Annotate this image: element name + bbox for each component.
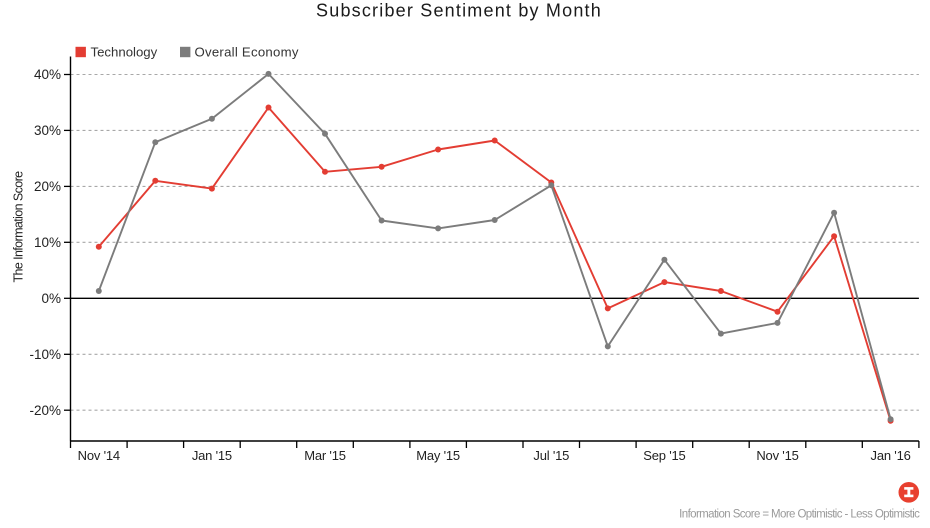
svg-text:30%: 30% [34, 123, 61, 138]
svg-text:The Information Score: The Information Score [12, 171, 26, 283]
svg-text:May '15: May '15 [416, 448, 460, 463]
svg-text:Jan '15: Jan '15 [192, 448, 232, 463]
svg-text:Technology: Technology [91, 44, 158, 59]
svg-text:0%: 0% [41, 291, 61, 306]
svg-text:Information Score = More Optim: Information Score = More Optimistic - Le… [679, 509, 920, 521]
svg-text:Nov '14: Nov '14 [78, 448, 120, 463]
svg-text:40%: 40% [34, 67, 61, 82]
svg-text:Nov '15: Nov '15 [756, 448, 798, 463]
svg-text:Jul '15: Jul '15 [533, 448, 569, 463]
svg-text:-20%: -20% [29, 403, 61, 418]
svg-text:Overall Economy: Overall Economy [195, 44, 299, 59]
svg-text:10%: 10% [34, 235, 61, 250]
svg-text:20%: 20% [34, 179, 61, 194]
svg-text:Subscriber Sentiment by Month: Subscriber Sentiment by Month [316, 1, 602, 21]
svg-text:Sep '15: Sep '15 [643, 448, 685, 463]
svg-text:-10%: -10% [29, 347, 61, 362]
svg-text:Jan '16: Jan '16 [871, 448, 911, 463]
svg-text:Mar '15: Mar '15 [304, 448, 346, 463]
